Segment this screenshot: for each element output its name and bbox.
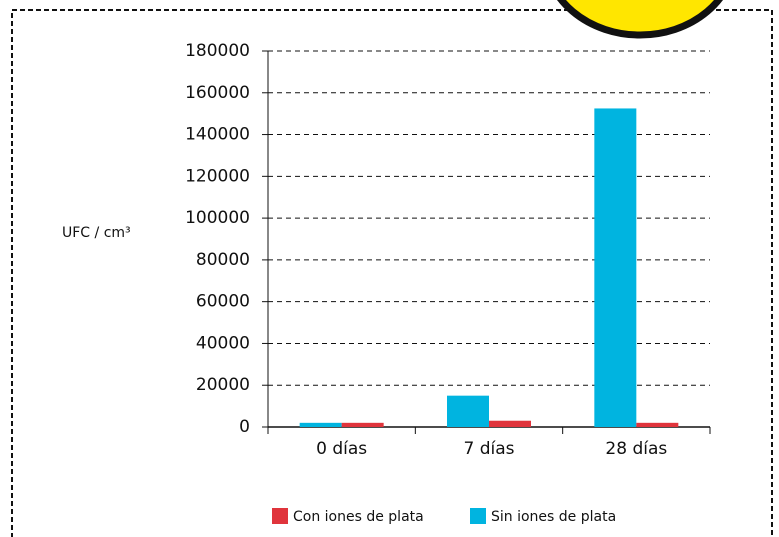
y-tick-label: 80000: [196, 250, 250, 270]
legend-swatch: [272, 508, 288, 524]
x-tick-label: 7 días: [463, 439, 514, 459]
x-tick-label: 0 días: [316, 439, 367, 459]
y-tick-label: 60000: [196, 292, 250, 312]
x-tick-label: 28 días: [605, 439, 667, 459]
bar: [341, 422, 384, 427]
yellow-badge: [557, 0, 723, 39]
y-tick-label: 180000: [185, 41, 250, 61]
legend-label: Con iones de plata: [293, 509, 424, 525]
y-tick-label: 0: [239, 417, 250, 437]
y-tick-label: 40000: [196, 333, 250, 353]
bar: [489, 420, 531, 427]
y-tick-label: 140000: [185, 125, 250, 145]
bar: [447, 395, 489, 427]
y-tick-label: 100000: [185, 208, 250, 228]
y-tick-label: 20000: [196, 375, 250, 395]
legend-label: Sin iones de plata: [491, 509, 616, 525]
y-tick-label: 160000: [185, 83, 250, 103]
bar: [636, 422, 679, 427]
bar: [594, 108, 637, 427]
legend-swatch: [470, 508, 486, 524]
bar: [299, 422, 342, 427]
y-tick-label: 120000: [185, 166, 250, 186]
dashed-frame: [11, 9, 773, 537]
y-axis-label: UFC / cm³: [62, 225, 131, 241]
